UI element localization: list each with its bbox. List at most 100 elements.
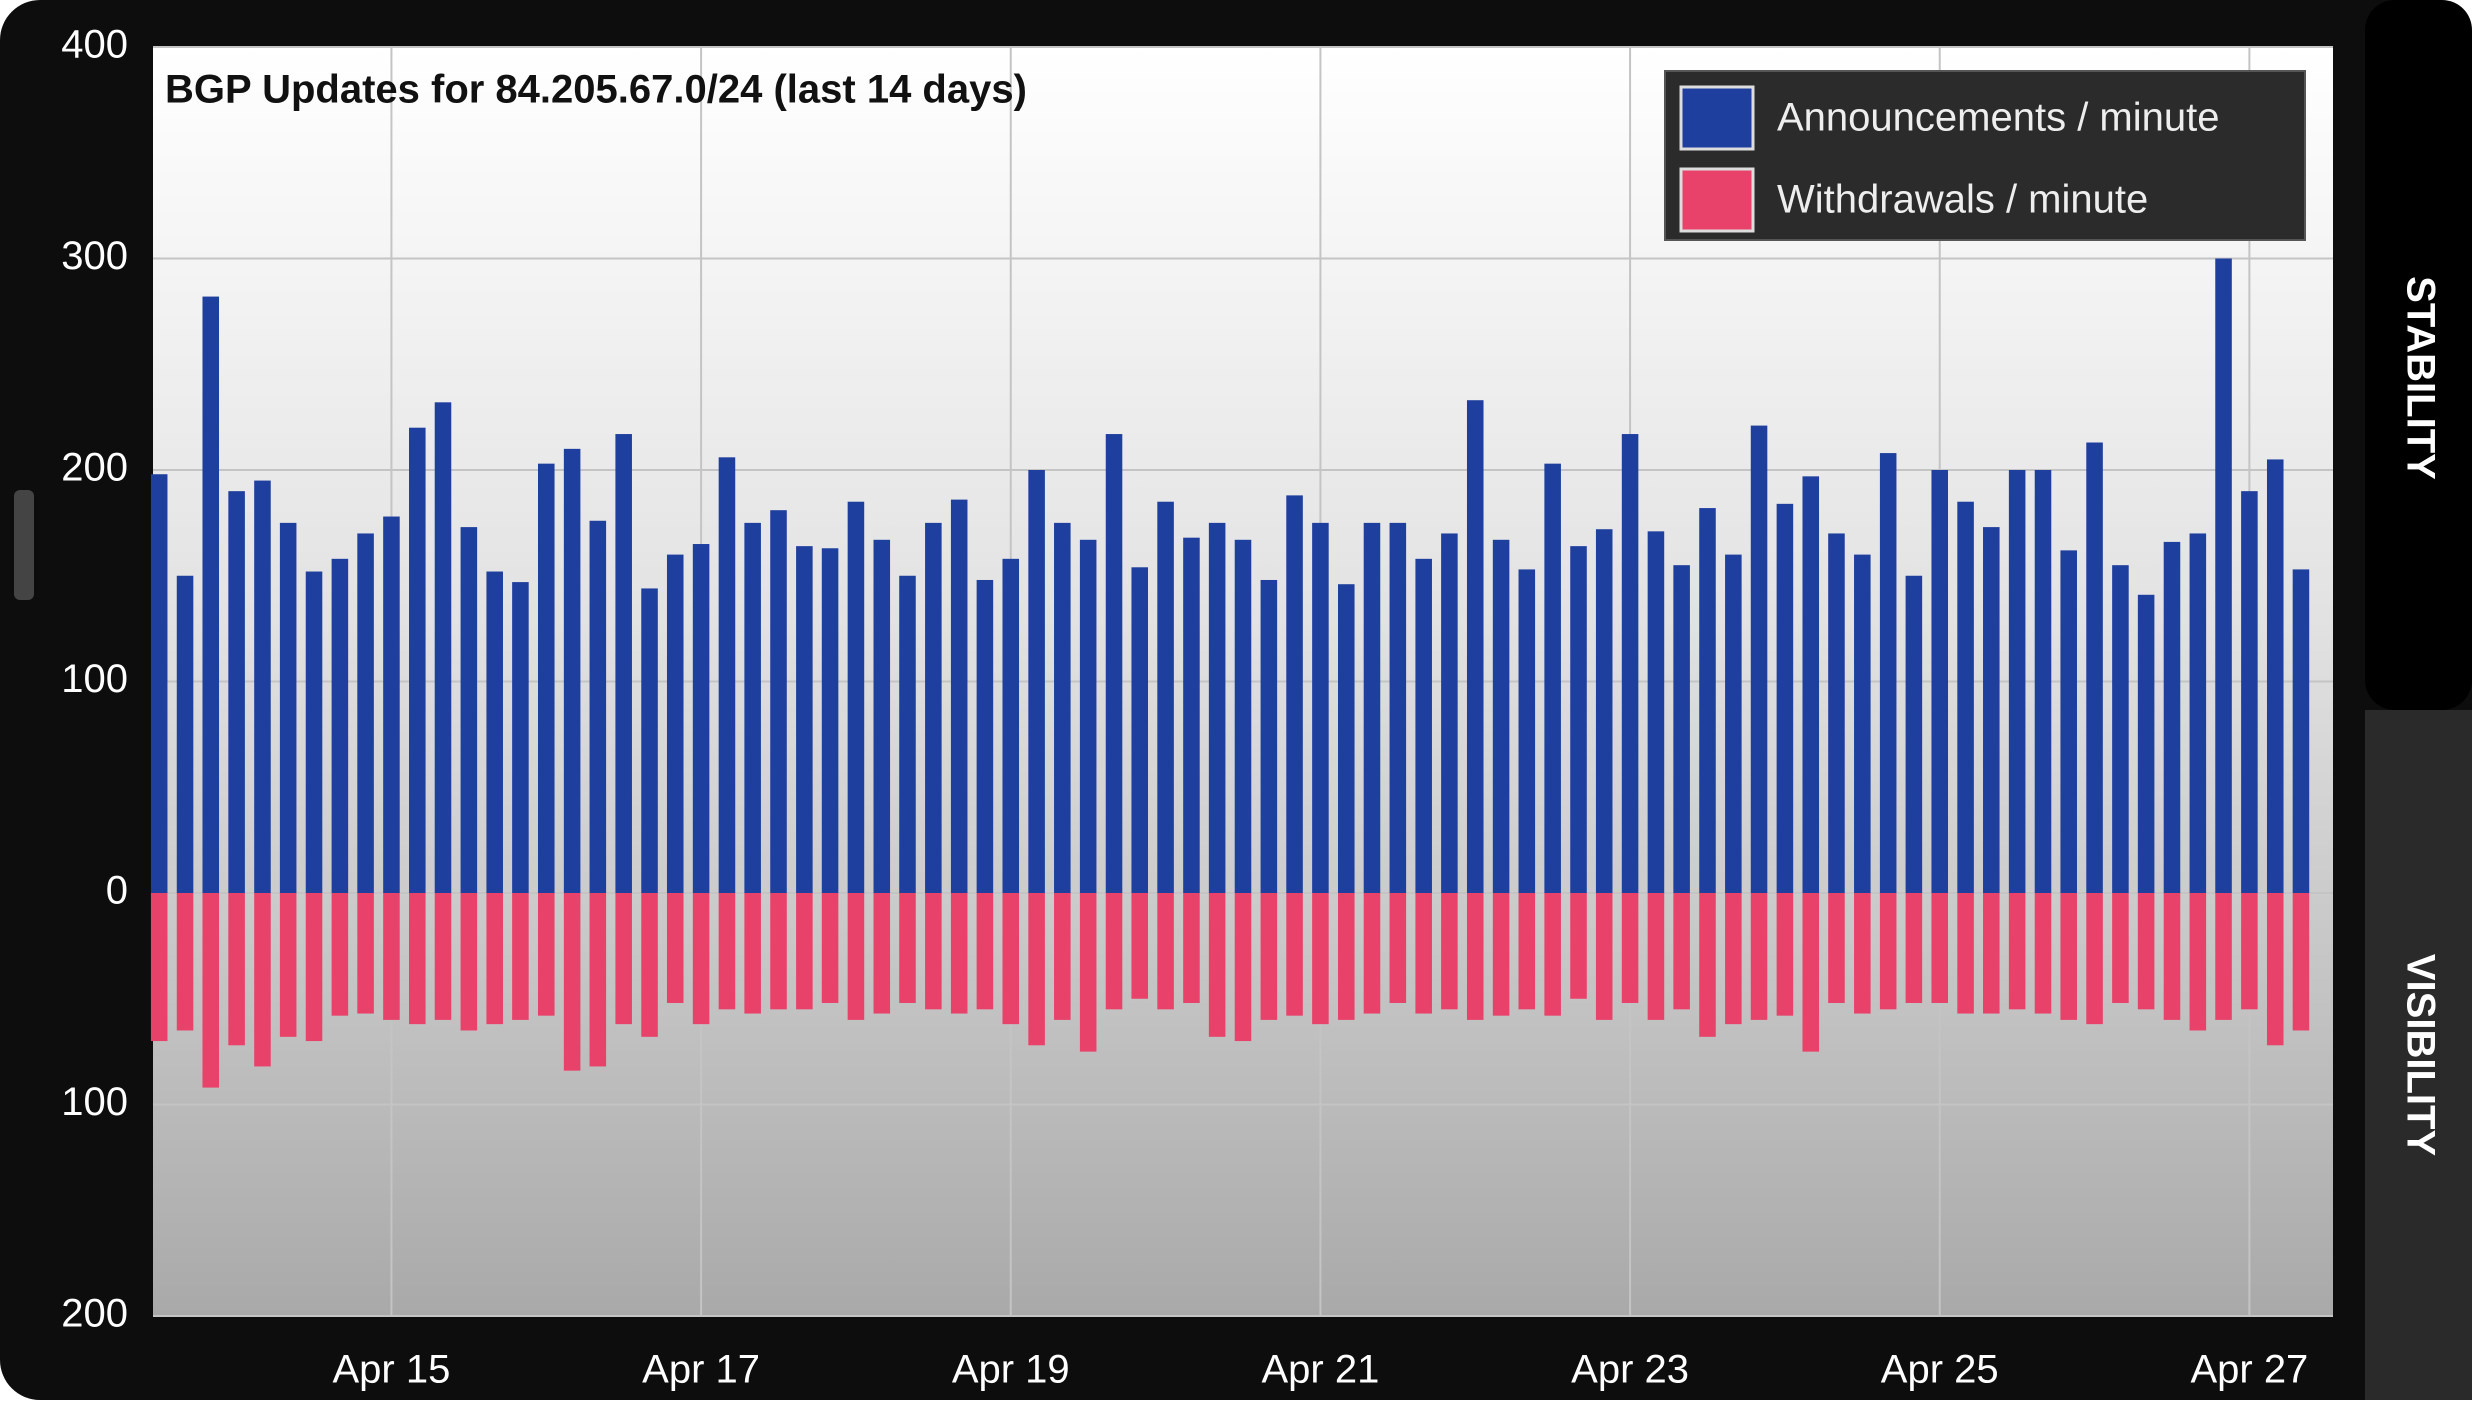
bar [1312,522,1329,893]
bar [1028,470,1045,893]
bar [357,533,374,893]
bar [899,893,916,1003]
bar [202,296,220,893]
bar [666,893,684,1003]
y-tick-label: 300 [61,234,128,278]
bar [1234,893,1252,1042]
bar [150,893,168,1042]
bar [1854,893,1871,1014]
bar [2034,470,2052,893]
bar [925,893,942,1010]
bar [1183,537,1200,893]
bar [1054,522,1071,893]
bar [2060,550,2077,893]
x-tick-label: Apr 21 [1261,1348,1379,1392]
bar [1079,893,1097,1052]
bar [1415,558,1432,893]
y-tick-label: 0 [106,869,128,913]
stability-tab[interactable] [2365,0,2472,710]
bar [1415,893,1432,1014]
bar [305,893,323,1042]
legend-swatch [1679,85,1755,151]
bar [1750,425,1768,893]
bar [615,434,632,893]
tab-label[interactable]: STABILITY [2398,276,2442,480]
bar [666,554,684,893]
visibility-tab[interactable] [2365,710,2472,1400]
bar [1260,893,1278,1020]
bar [1570,893,1587,999]
bar [357,893,374,1014]
bar [2112,565,2129,893]
bar [1854,554,1871,893]
bar [615,893,632,1025]
bar [2163,893,2181,1020]
bar [1466,893,1484,1020]
legend-label: Announcements / minute [1777,96,2219,140]
bar [1389,522,1407,893]
bar [1234,539,1252,893]
y-tick-label: 400 [61,23,128,67]
bar [1750,893,1768,1020]
bar [150,474,168,893]
bar [1208,522,1226,893]
bar [1002,558,1020,893]
bar [770,893,787,1010]
bar [2241,491,2258,893]
legend-label: Withdrawals / minute [1777,178,2148,222]
bar [847,893,865,1020]
bar [2266,459,2284,893]
bar [1544,893,1561,1016]
bar [1931,893,1949,1003]
bar [1079,539,1097,893]
bar [1363,522,1381,893]
bar [1828,533,1845,893]
bar [1157,501,1174,893]
bar [744,522,761,893]
bar [1518,569,1536,893]
bar [563,893,581,1071]
y-tick-label: 100 [61,1080,128,1124]
x-tick-label: Apr 23 [1571,1348,1689,1392]
bar [589,893,607,1067]
bar [1673,565,1690,893]
side-handle[interactable] [14,490,34,600]
bar [305,571,323,893]
bar [409,427,426,893]
bar [228,491,245,893]
bar [1054,893,1071,1020]
bar [2086,893,2103,1025]
bar [718,893,736,1010]
bar [512,582,529,893]
bar [1905,575,1923,893]
bar [641,893,658,1037]
y-tick-label: 100 [61,657,128,701]
bar [1131,893,1149,999]
bar [1389,893,1407,1003]
bar [770,510,787,893]
bar [692,544,710,893]
bar [2060,893,2077,1020]
bar [254,480,271,893]
bar [1441,533,1458,893]
bar [176,893,194,1031]
bar [409,893,426,1025]
bar [1828,893,1845,1003]
bar [692,893,710,1025]
bar [1699,893,1716,1037]
bar [1157,893,1174,1010]
bar [1337,893,1355,1020]
bar [1647,531,1665,893]
bar [434,402,452,893]
bar [1570,546,1587,893]
tab-label[interactable]: VISIBILITY [2398,954,2442,1157]
bar [1673,893,1690,1010]
bar [486,893,503,1025]
bar [1699,508,1716,893]
bar [228,893,245,1046]
x-tick-label: Apr 19 [952,1348,1070,1392]
bar [2266,893,2284,1046]
bar [2189,533,2207,893]
bar [1312,893,1329,1025]
x-tick-label: Apr 17 [642,1348,760,1392]
